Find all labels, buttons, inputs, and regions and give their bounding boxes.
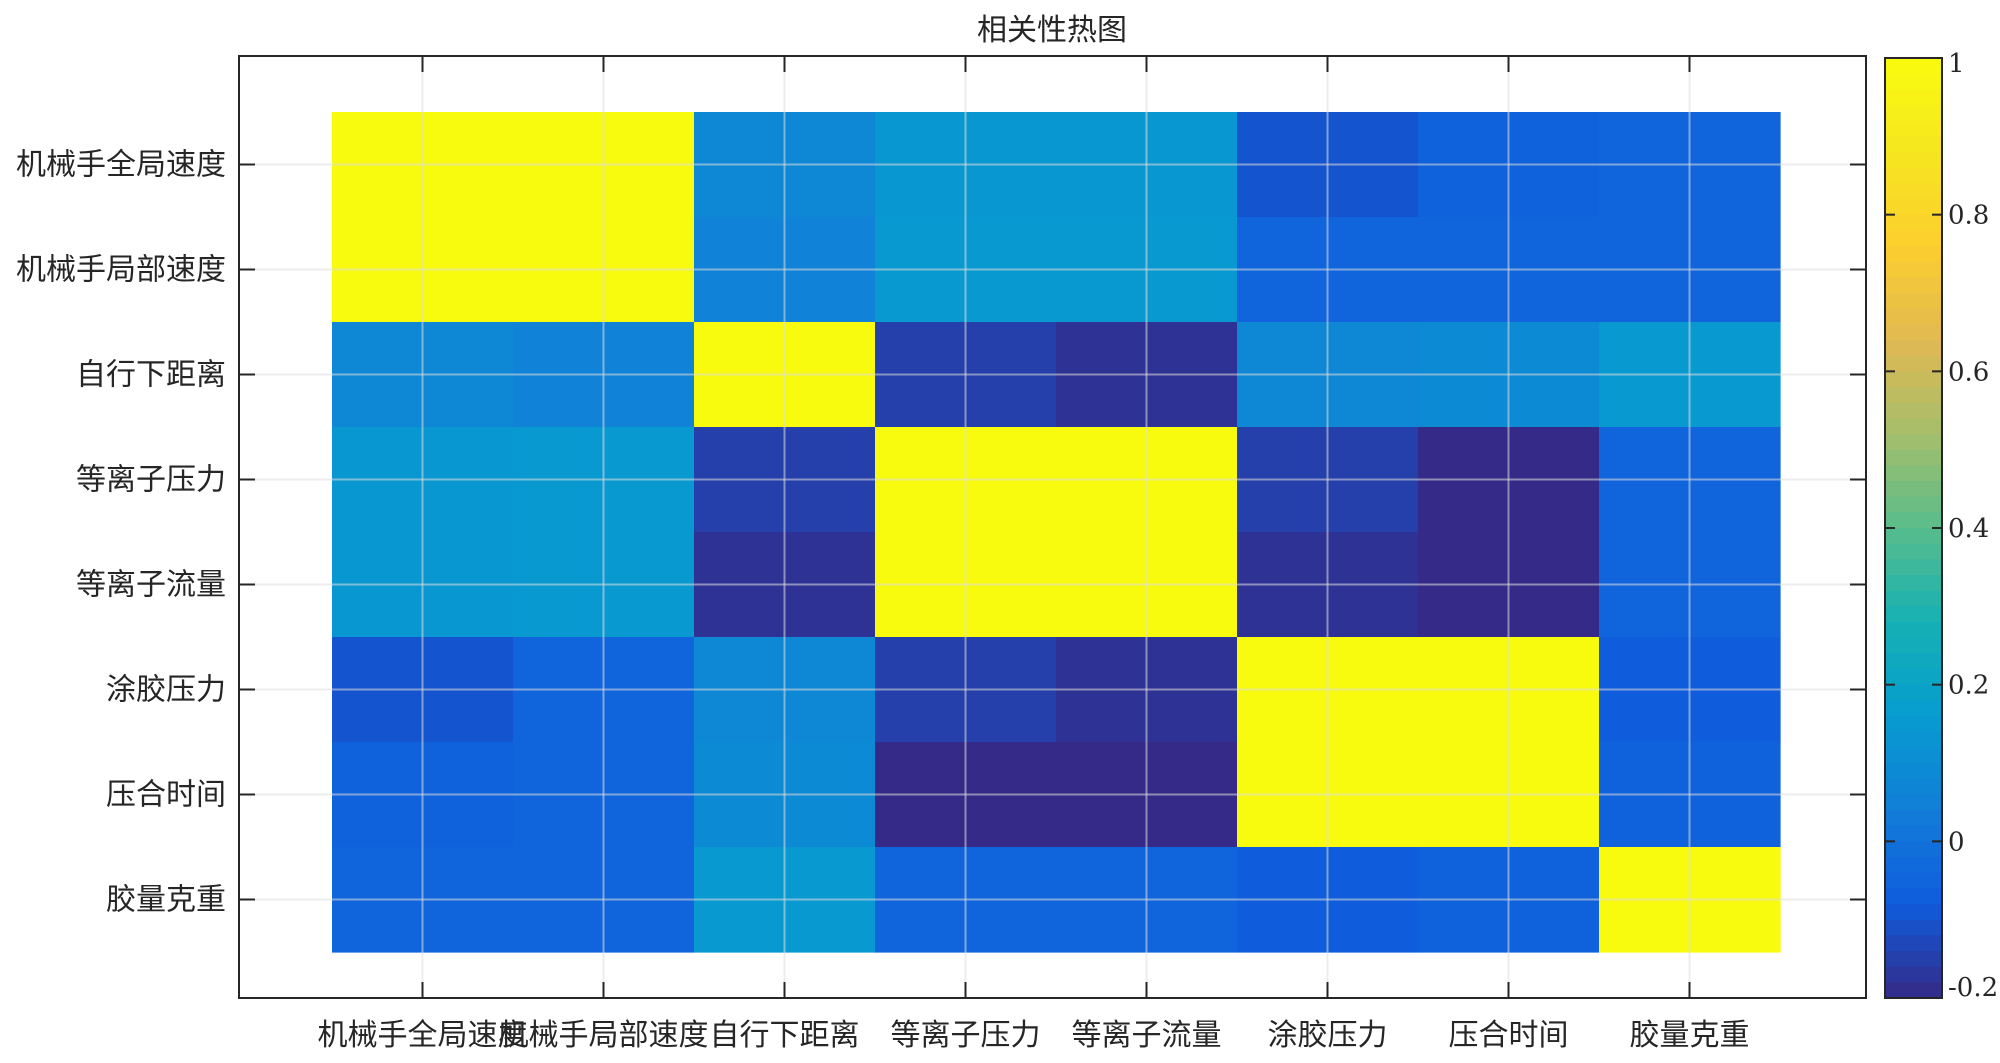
colorbar-segment — [1885, 434, 1942, 451]
x-tick-label: 自行下距离 — [710, 1018, 860, 1053]
heatmap-cells — [332, 112, 1781, 953]
x-tick-label: 压合时间 — [1449, 1018, 1569, 1053]
colorbar-tick-label: 0.6 — [1948, 357, 1989, 387]
colorbar-segment — [1885, 669, 1942, 686]
y-tick-label: 胶量克重 — [106, 883, 226, 918]
colorbar-segment — [1885, 747, 1942, 764]
colorbar-segment — [1885, 951, 1942, 968]
colorbar-segment — [1885, 199, 1942, 216]
colorbar-segment — [1885, 136, 1942, 153]
colorbar-segment — [1885, 387, 1942, 404]
colorbar-segment — [1885, 465, 1942, 482]
chart-title: 相关性热图 — [977, 13, 1127, 48]
colorbar-segment — [1885, 982, 1942, 999]
colorbar: 1 0.8 0.6 0.4 0.2 0 -0.2 — [1884, 49, 1998, 1003]
colorbar-segment — [1885, 825, 1942, 842]
colorbar-segment — [1885, 73, 1942, 90]
colorbar-segment — [1885, 841, 1942, 858]
colorbar-segment — [1885, 653, 1942, 670]
colorbar-segment — [1885, 324, 1942, 341]
colorbar-segment — [1885, 183, 1942, 200]
colorbar-segment — [1885, 700, 1942, 717]
colorbar-segment — [1885, 810, 1942, 827]
colorbar-segment — [1885, 449, 1942, 466]
colorbar-segment — [1885, 246, 1942, 263]
x-tick-label: 胶量克重 — [1630, 1018, 1750, 1053]
colorbar-segment — [1885, 261, 1942, 278]
colorbar-segment — [1885, 716, 1942, 733]
colorbar-segment — [1885, 418, 1942, 435]
colorbar-segment — [1885, 575, 1942, 592]
colorbar-tick-label: 0.2 — [1948, 671, 1989, 701]
colorbar-segment — [1885, 857, 1942, 874]
y-tick-label: 机械手全局速度 — [16, 148, 226, 183]
y-tick-label: 机械手局部速度 — [16, 253, 226, 288]
y-tick-label: 涂胶压力 — [106, 673, 226, 708]
colorbar-segment — [1885, 58, 1942, 75]
colorbar-segment — [1885, 340, 1942, 357]
colorbar-segment — [1885, 120, 1942, 137]
grid-lines — [240, 57, 1865, 997]
colorbar-segment — [1885, 89, 1942, 106]
colorbar-segment — [1885, 214, 1942, 231]
colorbar-segment — [1885, 935, 1942, 952]
colorbar-segment — [1885, 512, 1942, 529]
colorbar-tick-label: -0.2 — [1948, 973, 1998, 1003]
x-tick-label: 机械手局部速度 — [499, 1018, 709, 1053]
colorbar-segment — [1885, 543, 1942, 560]
colorbar-segment — [1885, 637, 1942, 654]
colorbar-tick-label: 0.4 — [1948, 514, 1989, 544]
colorbar-segment — [1885, 481, 1942, 498]
x-tick-label: 等离子压力 — [891, 1018, 1041, 1053]
colorbar-segment — [1885, 152, 1942, 169]
colorbar-segment — [1885, 105, 1942, 122]
colorbar-segment — [1885, 763, 1942, 780]
colorbar-segment — [1885, 684, 1942, 701]
colorbar-segment — [1885, 230, 1942, 247]
y-tick-label: 等离子压力 — [76, 463, 226, 498]
colorbar-segment — [1885, 778, 1942, 795]
colorbar-tick-label: 1 — [1948, 49, 1965, 79]
colorbar-segment — [1885, 496, 1942, 513]
y-tick-label: 等离子流量 — [76, 568, 226, 603]
y-tick-label: 压合时间 — [106, 778, 226, 813]
colorbar-segment — [1885, 904, 1942, 921]
colorbar-segment — [1885, 371, 1942, 388]
colorbar-segment — [1885, 402, 1942, 419]
colorbar-segment — [1885, 919, 1942, 936]
colorbar-segment — [1885, 277, 1942, 294]
colorbar-segment — [1885, 794, 1942, 811]
colorbar-segment — [1885, 308, 1942, 325]
y-tick-label: 自行下距离 — [76, 358, 226, 393]
colorbar-segment — [1885, 731, 1942, 748]
colorbar-segment — [1885, 888, 1942, 905]
colorbar-segment — [1885, 590, 1942, 607]
x-tick-label: 机械手全局速度 — [318, 1018, 528, 1053]
colorbar-segment — [1885, 559, 1942, 576]
colorbar-segment — [1885, 872, 1942, 889]
x-tick-label: 等离子流量 — [1072, 1018, 1222, 1053]
colorbar-segment — [1885, 622, 1942, 639]
colorbar-segment — [1885, 966, 1942, 983]
colorbar-tick-label: 0.8 — [1948, 201, 1989, 231]
colorbar-segment — [1885, 528, 1942, 545]
y-axis-ticks: 机械手全局速度机械手局部速度自行下距离等离子压力等离子流量涂胶压力压合时间胶量克… — [16, 148, 1866, 918]
colorbar-segment — [1885, 167, 1942, 184]
colorbar-segment — [1885, 355, 1942, 372]
colorbar-segment — [1885, 606, 1942, 623]
x-tick-label: 涂胶压力 — [1268, 1018, 1388, 1053]
colorbar-tick-label: 0 — [1948, 827, 1965, 857]
colorbar-segment — [1885, 293, 1942, 310]
